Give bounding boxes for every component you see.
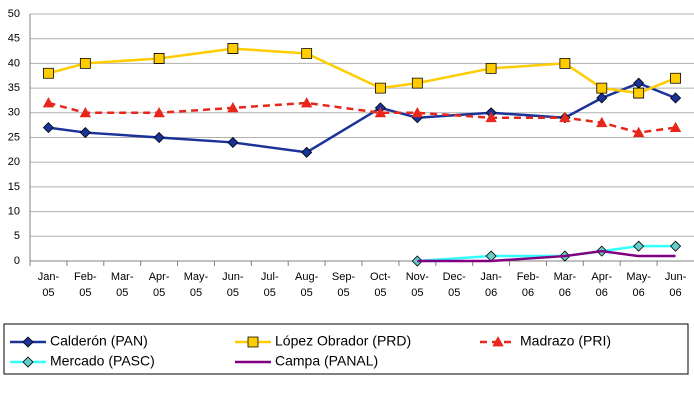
marker [492,336,504,347]
y-tick-label: 0 [14,255,20,267]
y-tick-label: 5 [14,230,20,242]
marker [227,43,239,54]
marker [632,126,645,137]
marker [596,116,608,128]
legend: Calderón (PAN) López Obrador (PRD) Madrazo… [10,333,611,369]
series-line [48,81,677,154]
marker [485,62,497,74]
x-tick-label: Mar-06 [553,271,577,299]
marker [43,67,54,79]
marker [301,146,313,158]
y-tick-label: 20 [8,156,20,168]
x-tick-label: Apr-05 [148,271,170,299]
marker [669,92,682,104]
x-tick-label: Mar-05 [110,271,134,299]
legend-label: Calderón (PAN) [50,333,148,349]
marker [559,58,571,69]
marker [633,240,645,252]
marker [411,77,423,89]
marker [79,106,92,118]
marker [153,53,165,64]
legend-label: López Obrador (PRD) [275,333,411,349]
marker [300,97,313,108]
x-tick-label: Jun-05 [222,271,244,299]
x-tick-label: May-06 [626,271,651,299]
legend-label: Campa (PANAL) [275,353,378,369]
x-tick-label: May-05 [183,271,209,299]
x-tick-label: Jan-06 [480,271,502,299]
y-tick-label: 40 [8,57,20,69]
x-tick-label: Feb-05 [74,271,97,299]
marker [247,336,259,348]
x-tick-label: Aug-05 [295,271,319,299]
marker [79,126,91,139]
x-tick-label: Nov-05 [405,271,429,299]
marker [669,121,682,133]
marker [153,131,165,144]
x-tick-label: Jan-05 [37,271,60,299]
x-tick-label: Oct-05 [370,271,391,299]
marker [22,336,34,348]
y-tick-label: 10 [8,206,20,218]
x-tick-label: Dec-05 [442,271,466,299]
marker [227,136,239,149]
marker [79,58,91,69]
marker [374,106,387,118]
y-tick-label: 25 [8,131,20,143]
marker [301,48,313,59]
marker [559,111,571,123]
x-tick-label: Jun-06 [664,271,687,299]
y-tick-label: 45 [8,33,20,45]
marker [153,106,165,118]
marker [669,240,682,252]
legend-label: Mercado (PASC) [50,353,155,369]
series-line [48,101,676,134]
x-tick-label: Apr-06 [591,271,613,299]
x-tick-label: Feb-06 [516,271,540,299]
y-tick-label: 15 [8,181,20,193]
marker [42,122,55,134]
marker [633,77,645,89]
legend-box [3,323,689,375]
x-tick-label: Jul-05 [260,271,279,299]
y-tick-label: 35 [8,82,20,94]
marker [485,111,497,123]
y-tick-label: 30 [8,107,20,119]
marker [411,106,424,118]
marker [670,72,681,84]
marker [633,87,645,99]
marker [22,356,34,368]
series-line [417,249,676,263]
series-line [48,47,677,95]
marker [42,97,55,108]
marker [596,92,608,104]
marker [375,82,386,94]
x-tick-label: Sep-05 [331,271,356,299]
marker [227,102,239,113]
y-tick-label: 50 [8,8,20,20]
marker [596,82,608,94]
legend-label: Madrazo (PRI) [520,333,611,349]
